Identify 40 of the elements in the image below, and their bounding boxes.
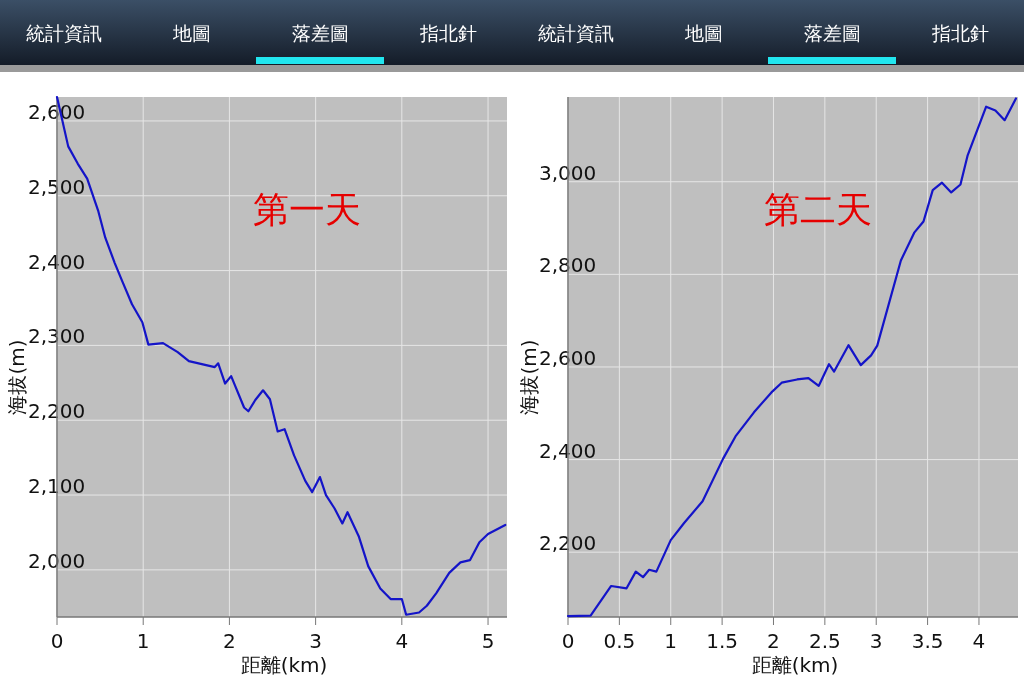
x-axis-title: 距離(km): [751, 653, 839, 677]
x-tick-label: 3: [869, 629, 883, 653]
x-tick-label: 2.5: [808, 629, 841, 653]
y-tick-label: 2,000: [28, 548, 86, 573]
y-tick-label: 2,200: [28, 399, 86, 424]
text: 指北針: [418, 22, 477, 44]
x-tick-label: 2: [767, 629, 780, 653]
y-tick-label: 2,300: [28, 324, 86, 349]
x-tick-label: 4: [972, 629, 986, 653]
x-axis-title: 距離(km): [240, 653, 328, 677]
text: 地圖: [684, 22, 723, 44]
y-axis-title: 海拔(m): [517, 339, 541, 415]
text: 第二天: [764, 189, 872, 230]
y-tick-label: 2,400: [539, 438, 597, 463]
y-tick-label: 3,000: [539, 160, 597, 185]
text: 落差圖: [803, 22, 861, 44]
x-tick-label: 3.5: [911, 629, 944, 653]
x-tick-label: 1: [664, 629, 678, 653]
x-tick-label: 3: [309, 629, 322, 653]
x-tick-label: 0.5: [603, 629, 636, 653]
x-tick-label: 1: [136, 629, 150, 653]
x-tick-label: 2: [223, 629, 236, 653]
y-axis-title: 海拔(m): [5, 339, 29, 415]
text: 第一天: [253, 189, 361, 230]
y-tick-label: 2,500: [28, 174, 86, 199]
y-tick-label: 2,200: [539, 531, 597, 556]
text: 指北針: [930, 22, 989, 44]
x-tick-label: 0: [50, 629, 64, 653]
y-tick-label: 2,800: [539, 253, 597, 278]
x-tick-label: 0: [561, 629, 575, 653]
text: 地圖: [172, 22, 211, 44]
x-tick-label: 4: [395, 629, 409, 653]
text: 落差圖: [291, 22, 349, 44]
text: 統計資訊: [538, 22, 614, 44]
x-tick-label: 1.5: [706, 629, 739, 653]
x-tick-label: 5: [481, 629, 495, 653]
y-tick-label: 2,600: [539, 345, 597, 370]
y-tick-label: 2,100: [28, 474, 86, 499]
y-tick-label: 2,400: [28, 249, 86, 274]
text: 統計資訊: [26, 22, 102, 44]
